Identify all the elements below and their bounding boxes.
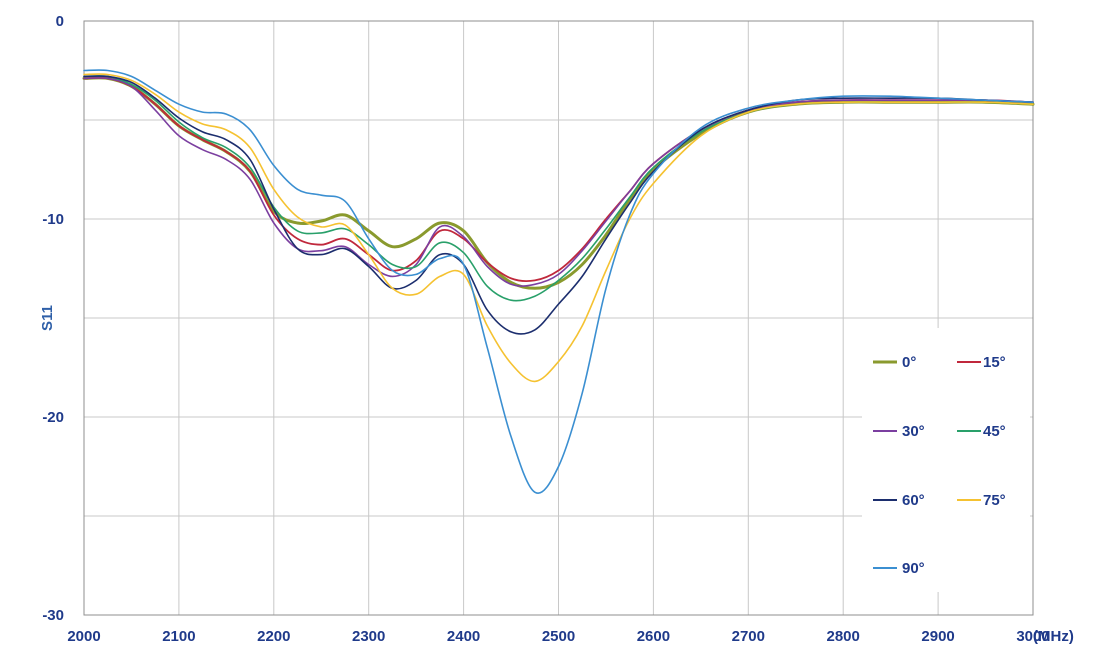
legend-label: 30° [902,423,925,440]
x-tick-label: 2700 [732,628,765,645]
legend-label: 45° [983,423,1006,440]
y-tick-label: -20 [42,409,64,426]
legend-label: 60° [902,492,925,509]
y-tick-label: 0 [56,13,64,30]
legend: 0° 15° 30° 45° 60° 75° 90° [873,354,1006,577]
series-lines [82,69,1035,494]
series-line-5 [83,73,1034,383]
x-tick-labels: 2000 2100 2200 2300 2400 2500 2600 2700 2800 2900… [67,628,1049,645]
legend-label: 90° [902,560,925,577]
x-tick-label: 2800 [827,628,860,645]
x-tick-label: 2500 [542,628,575,645]
legend-box [862,328,1030,592]
x-axis-label: (MHz) [1033,628,1074,645]
x-tick-label: 2300 [352,628,385,645]
y-tick-label: -10 [42,211,64,228]
x-tick-label: 2100 [162,628,195,645]
plot-area-border [83,20,1034,616]
x-tick-label: 2600 [637,628,670,645]
x-tick-label: 2900 [921,628,954,645]
y-tick-label: -30 [42,607,64,624]
legend-label: 0° [902,354,916,371]
x-tick-label: 2000 [67,628,100,645]
legend-label: 75° [983,492,1006,509]
x-tick-label: 2200 [257,628,290,645]
x-tick-label: 2400 [447,628,480,645]
y-tick-labels: 0 -10 -20 -30 [42,13,64,624]
y-axis-label: S11 [39,305,56,331]
legend-label: 15° [983,354,1006,371]
x-tick-label: 3000 [1016,628,1049,645]
series-line-6 [83,69,1034,494]
series-line-2 [83,77,1034,287]
